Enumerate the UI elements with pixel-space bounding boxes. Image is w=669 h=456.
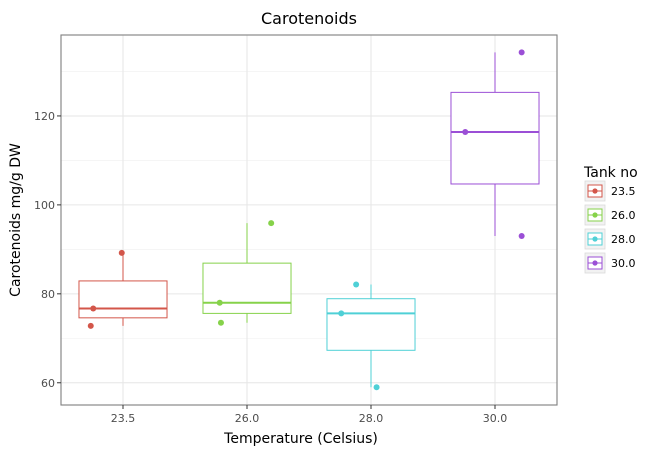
box-group bbox=[450, 49, 540, 240]
y-axis: 60 80 100 120 bbox=[34, 110, 61, 390]
box bbox=[450, 91, 540, 185]
box bbox=[202, 262, 292, 314]
box-group bbox=[78, 249, 168, 329]
x-tick-label: 26.0 bbox=[235, 412, 260, 425]
x-axis: 23.5 26.0 28.0 30.0 bbox=[111, 405, 508, 425]
legend-key-point bbox=[592, 188, 598, 194]
box-group bbox=[202, 220, 292, 326]
data-point bbox=[518, 233, 525, 240]
legend-label: 26.0 bbox=[611, 209, 636, 222]
data-point bbox=[87, 322, 94, 329]
data-point bbox=[518, 49, 525, 56]
legend-title: Tank no bbox=[583, 165, 638, 181]
data-point bbox=[338, 310, 345, 317]
legend-key-point bbox=[592, 260, 598, 266]
legend-key-point bbox=[592, 212, 598, 218]
y-tick-label: 60 bbox=[41, 377, 55, 390]
box bbox=[326, 298, 416, 351]
y-tick-label: 100 bbox=[34, 199, 55, 212]
chart-title: Carotenoids bbox=[261, 9, 357, 28]
x-axis-title: Temperature (Celsius) bbox=[223, 431, 378, 447]
data-point bbox=[216, 299, 223, 306]
box-group bbox=[326, 281, 416, 391]
box-layer bbox=[78, 49, 540, 391]
data-point bbox=[462, 128, 469, 135]
legend-label: 23.5 bbox=[611, 185, 636, 198]
box bbox=[78, 280, 168, 319]
legend-label: 30.0 bbox=[611, 257, 636, 270]
legend-label: 28.0 bbox=[611, 233, 636, 246]
x-tick-label: 28.0 bbox=[359, 412, 384, 425]
legend-item: 30.0 bbox=[584, 252, 636, 274]
legend-key-point bbox=[592, 236, 598, 242]
data-point bbox=[353, 281, 360, 288]
legend-item: 23.5 bbox=[584, 180, 636, 202]
x-tick-label: 23.5 bbox=[111, 412, 136, 425]
legend-item: 26.0 bbox=[584, 204, 636, 226]
x-tick-label: 30.0 bbox=[483, 412, 508, 425]
y-axis-title: Carotenoids mg/g DW bbox=[8, 143, 24, 297]
data-point bbox=[268, 220, 275, 227]
y-tick-label: 120 bbox=[34, 110, 55, 123]
y-tick-label: 80 bbox=[41, 288, 55, 301]
legend: Tank no 23.5 26.0 28.0 30.0 bbox=[583, 165, 638, 274]
plot-background bbox=[61, 35, 557, 405]
data-point bbox=[118, 249, 125, 256]
plot-border bbox=[60, 34, 558, 406]
legend-item: 28.0 bbox=[584, 228, 636, 250]
data-point bbox=[90, 305, 97, 312]
data-point bbox=[217, 319, 224, 326]
data-point bbox=[373, 384, 380, 391]
